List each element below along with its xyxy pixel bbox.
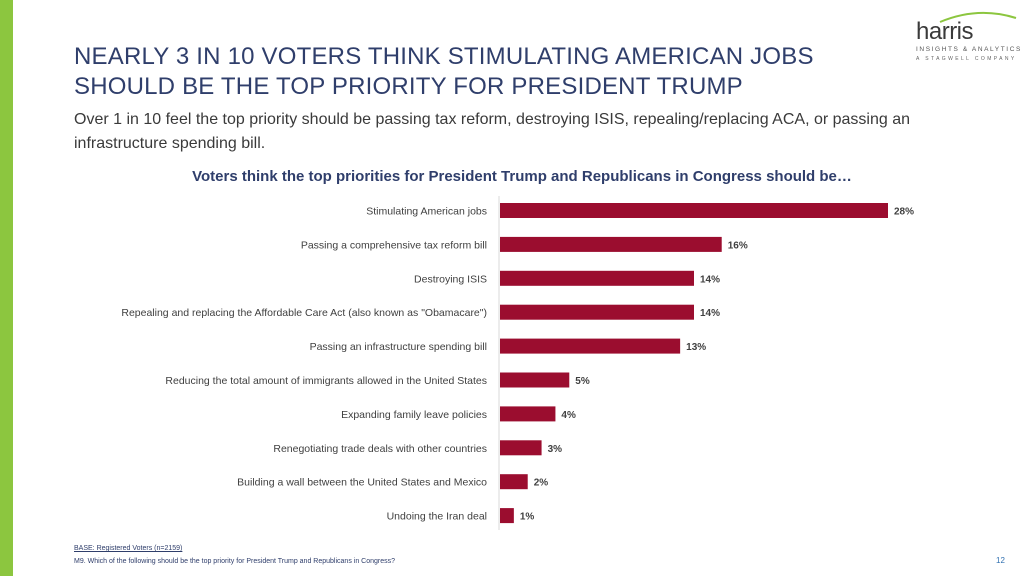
category-label: Passing a comprehensive tax reform bill — [301, 239, 487, 251]
category-label: Destroying ISIS — [414, 273, 487, 285]
logo-company: A STAGWELL COMPANY — [916, 56, 1017, 62]
bar — [500, 508, 514, 524]
data-label: 13% — [686, 342, 706, 353]
data-label: 2% — [534, 478, 549, 489]
data-label: 5% — [575, 376, 590, 387]
title-line-1: NEARLY 3 IN 10 VOTERS THINK STIMULATING … — [74, 43, 814, 70]
bar — [500, 338, 681, 354]
data-label: 4% — [561, 410, 576, 421]
data-label: 14% — [700, 274, 720, 285]
logo-wordmark: harris — [916, 18, 974, 45]
title-line-2: SHOULD BE THE TOP PRIORITY FOR PRESIDENT… — [74, 73, 743, 100]
category-label: Undoing the Iran deal — [387, 511, 487, 523]
bar — [500, 203, 888, 218]
category-label: Stimulating American jobs — [366, 206, 487, 218]
harris-logo: harris INSIGHTS & ANALYTICS A STAGWELL C… — [908, 8, 1020, 64]
bar — [500, 474, 528, 490]
base-note: BASE: Registered Voters (n=2159) — [74, 545, 183, 552]
chart-title: Voters think the top priorities for Pres… — [192, 168, 852, 185]
category-label: Renegotiating trade deals with other cou… — [273, 443, 487, 455]
bar — [500, 406, 556, 422]
subtitle: Over 1 in 10 feel the top priority shoul… — [74, 111, 911, 152]
category-label: Repealing and replacing the Affordable C… — [121, 307, 487, 319]
data-label: 16% — [728, 240, 748, 251]
data-label: 14% — [700, 308, 720, 319]
data-label: 3% — [548, 444, 563, 455]
page-number: 12 — [996, 556, 1005, 565]
bar — [500, 304, 694, 320]
logo-tagline: INSIGHTS & ANALYTICS — [916, 46, 1022, 53]
question-note: M9. Which of the following should be the… — [74, 558, 396, 565]
category-label: Expanding family leave policies — [341, 409, 487, 421]
bar — [500, 236, 722, 252]
accent-side-bar — [0, 0, 13, 576]
bar — [500, 372, 570, 388]
bar — [500, 440, 542, 456]
bar — [500, 270, 694, 286]
category-label: Passing an infrastructure spending bill — [310, 341, 487, 353]
data-label: 1% — [520, 512, 535, 523]
logo-swoosh-icon — [939, 11, 1017, 23]
category-label: Reducing the total amount of immigrants … — [165, 375, 487, 387]
data-label: 28% — [894, 207, 914, 218]
page-title: NEARLY 3 IN 10 VOTERS THINK STIMULATING … — [74, 42, 874, 102]
category-label: Building a wall between the United State… — [237, 477, 487, 489]
